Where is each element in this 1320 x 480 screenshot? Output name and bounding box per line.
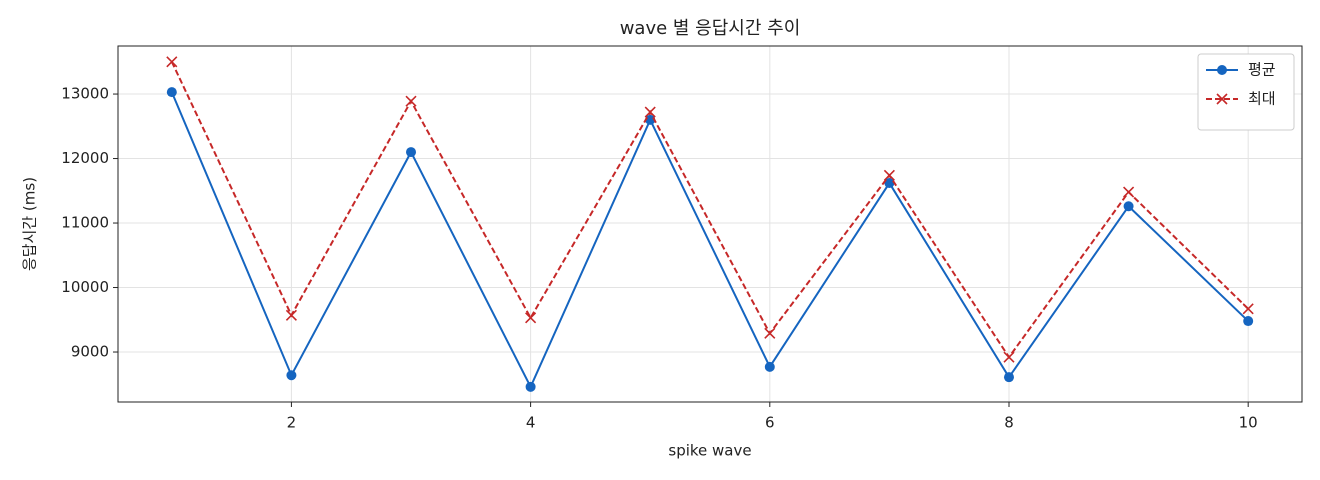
y-tick-label: 12000 bbox=[61, 149, 109, 167]
marker bbox=[1242, 303, 1254, 315]
x-tick-label: 8 bbox=[1004, 414, 1014, 432]
legend-marker bbox=[1216, 93, 1228, 105]
marker bbox=[406, 147, 417, 158]
marker bbox=[166, 56, 178, 68]
x-axis-label: spike wave bbox=[668, 442, 751, 460]
marker bbox=[644, 106, 656, 118]
legend-box bbox=[1197, 53, 1295, 131]
marker bbox=[764, 361, 775, 372]
marker bbox=[884, 178, 895, 189]
marker bbox=[1003, 372, 1014, 383]
marker bbox=[1243, 316, 1254, 327]
y-axis-label: 응답시간 (ms) bbox=[21, 177, 39, 271]
y-tick-label: 9000 bbox=[71, 343, 109, 361]
marker bbox=[1003, 351, 1015, 363]
x-tick-label: 6 bbox=[765, 414, 775, 432]
marker bbox=[883, 169, 895, 181]
y-tick-label: 11000 bbox=[61, 214, 109, 232]
marker bbox=[166, 87, 177, 98]
marker bbox=[285, 309, 297, 321]
marker bbox=[405, 95, 417, 107]
legend-label: 최대 bbox=[1248, 90, 1276, 108]
plot-frame bbox=[117, 45, 1303, 403]
legend-marker bbox=[1217, 65, 1227, 75]
marker bbox=[1123, 201, 1134, 212]
marker bbox=[764, 327, 776, 339]
x-tick-label: 10 bbox=[1239, 414, 1258, 432]
series-line bbox=[170, 61, 1249, 359]
y-tick-label: 10000 bbox=[61, 278, 109, 296]
chart-title: wave 별 응답시간 추이 bbox=[620, 18, 801, 39]
legend-label: 평균 bbox=[1248, 61, 1276, 79]
marker bbox=[1123, 186, 1135, 198]
marker bbox=[525, 381, 536, 392]
x-tick-label: 4 bbox=[526, 414, 536, 432]
marker bbox=[286, 370, 297, 381]
marker bbox=[645, 114, 656, 125]
series-line bbox=[170, 91, 1249, 390]
y-tick-label: 13000 bbox=[61, 85, 109, 103]
x-tick-label: 2 bbox=[287, 414, 297, 432]
marker bbox=[525, 312, 537, 324]
